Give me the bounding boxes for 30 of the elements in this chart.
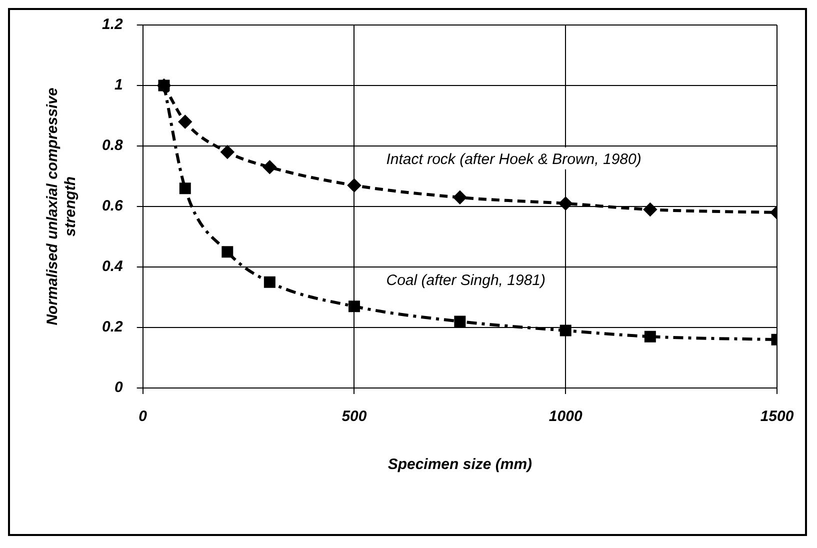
- point: [348, 178, 361, 192]
- x-tick-label: 0: [138, 408, 148, 426]
- point: [263, 160, 276, 174]
- point: [644, 330, 656, 342]
- y-tick-label: 1: [114, 76, 123, 94]
- series-label: Intact rock (after Hoek & Brown, 1980): [386, 150, 642, 168]
- point: [222, 246, 234, 258]
- x-tick-label: 1000: [548, 408, 583, 426]
- point: [559, 196, 572, 210]
- point: [220, 146, 234, 159]
- x-axis-title: Specimen size (mm): [388, 456, 532, 474]
- y-tick-label: 0.8: [102, 137, 124, 154]
- point: [264, 276, 276, 288]
- point: [644, 203, 657, 216]
- point: [453, 190, 466, 204]
- y-tick-label: 1.2: [102, 16, 124, 34]
- point: [348, 300, 360, 312]
- x-tick-label: 1500: [760, 408, 794, 426]
- point: [178, 115, 192, 128]
- y-tick-label: 0.6: [102, 198, 124, 215]
- point: [560, 324, 572, 336]
- point: [158, 80, 170, 92]
- series-label: Coal (after Singh, 1981): [386, 272, 546, 289]
- y-axis-title: Normalised unlaxial compressive strength: [44, 88, 80, 326]
- y-tick-label: 0.4: [102, 258, 124, 276]
- y-tick-label: 0.2: [102, 318, 124, 336]
- y-tick-label: 0: [114, 379, 124, 396]
- x-tick-label: 500: [342, 408, 368, 426]
- point: [454, 316, 466, 328]
- point: [179, 182, 191, 194]
